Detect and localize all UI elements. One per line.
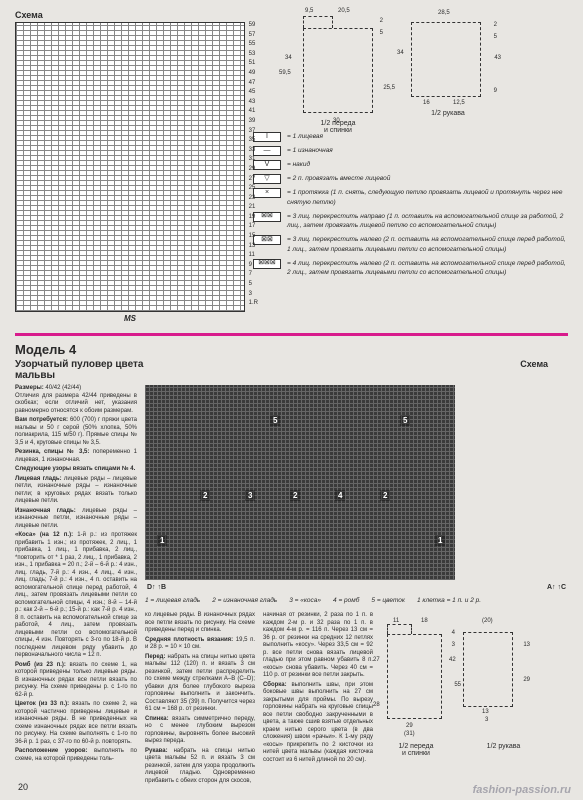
page-number: 20	[18, 782, 28, 792]
legend-text: = накид	[287, 160, 568, 170]
knitting-chart-2: 123242155	[145, 385, 455, 580]
model-title: Узорчатый пуловер цвета мальвы	[15, 359, 145, 381]
schematic-front-back: 9,5 20,5 2 5 34 59,5 25,5 30 1/2 переда …	[293, 10, 383, 120]
chart2-legend: 1 = лицевая гладь2 = изнаночная гладь3 =…	[145, 597, 568, 604]
legend-text: = 4 лиц. перекрестить налево (2 п. остав…	[287, 259, 568, 279]
section-divider	[15, 333, 568, 336]
schema-label-1: Схема	[15, 10, 245, 20]
schematic-sleeve: 28,5 2 5 34 43 9 16 12,5 1/2 рукава	[403, 10, 493, 110]
legend-1: I= 1 лицевая—= 1 изнаночнаяV= накид▽= 2 …	[253, 132, 568, 278]
watermark: fashion-passion.ru	[473, 784, 571, 796]
schema-label-2: Схема	[155, 359, 568, 369]
knitting-chart-1: 5957555351494745434139373533312927252321…	[15, 22, 245, 312]
instructions-col-3: начиная от резинки, 2 раза по 1 п. в каж…	[263, 612, 373, 787]
instructions-col-1: Размеры: 40/42 (42/44) Отличия для разме…	[15, 385, 137, 787]
legend-text: = 2 п. провязать вместе лицевой	[287, 174, 568, 184]
ms-label: MS	[15, 314, 245, 323]
model-number: Модель 4	[15, 342, 568, 357]
legend-text: = 1 изнаночная	[287, 146, 568, 156]
schematic-2: 11 18 4 3 27 55 28 29 (31) (20)	[381, 612, 556, 787]
legend-text: = 1 протяжка (1 п. снять, следующую петл…	[287, 188, 568, 208]
legend-text: = 3 лиц. перекрестить налево (2 п. остав…	[287, 235, 568, 255]
legend-text: = 3 лиц. перекрестить направо (1 п. оста…	[287, 212, 568, 232]
instructions-col-2: ко лицевые ряды. В изнаночных рядах все …	[145, 612, 255, 787]
chart-markers: D↑ ↑B A↑ ↑C	[145, 584, 568, 591]
